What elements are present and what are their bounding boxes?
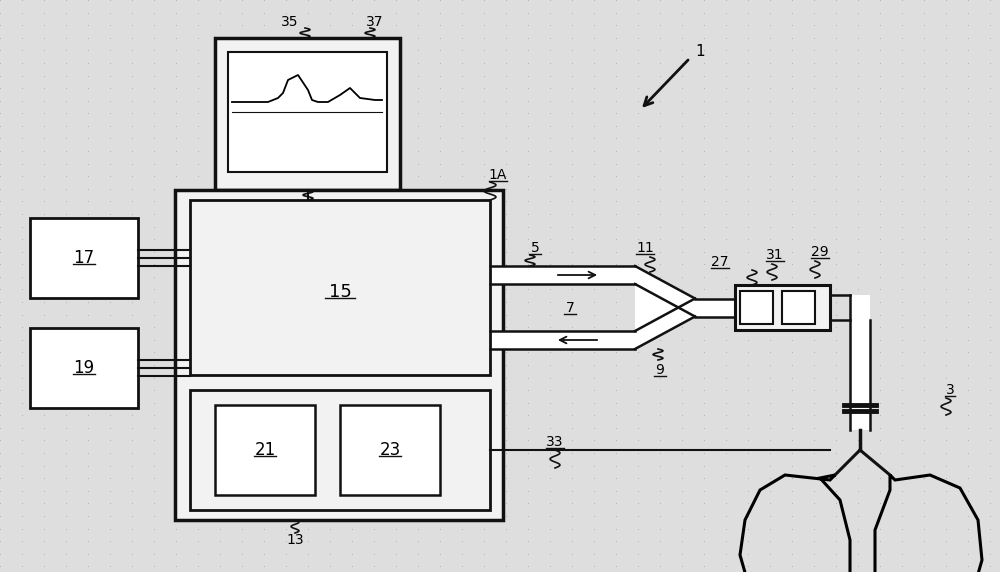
Text: 31: 31 [766, 248, 784, 262]
Text: 1: 1 [695, 45, 705, 59]
Text: 3: 3 [946, 383, 954, 397]
Bar [215, 38, 400, 190]
Bar [190, 390, 490, 510]
Bar [850, 295, 870, 430]
Text: 27: 27 [711, 255, 729, 269]
Bar [215, 405, 315, 495]
Bar [735, 285, 830, 330]
Bar [340, 405, 440, 495]
Text: 29: 29 [811, 245, 829, 259]
Text: 5: 5 [531, 241, 539, 255]
Text: 21: 21 [254, 441, 276, 459]
Bar [490, 331, 635, 349]
Bar [740, 291, 773, 324]
Bar [695, 299, 735, 316]
Text: 19: 19 [73, 359, 95, 377]
Text: 1A: 1A [489, 168, 507, 182]
Text: 37: 37 [366, 15, 384, 29]
Text: 17: 17 [73, 249, 95, 267]
Text: 23: 23 [379, 441, 401, 459]
Polygon shape [635, 266, 695, 349]
Bar [30, 218, 138, 298]
Bar [228, 52, 387, 172]
Text: 9: 9 [656, 363, 664, 377]
Text: 7: 7 [566, 301, 574, 315]
Text: 33: 33 [546, 435, 564, 449]
Bar [30, 328, 138, 408]
Bar [190, 200, 490, 375]
Text: 35: 35 [281, 15, 299, 29]
Bar [175, 190, 503, 520]
Text: 13: 13 [286, 533, 304, 547]
Bar [490, 266, 635, 284]
Bar [782, 291, 815, 324]
Text: 11: 11 [636, 241, 654, 255]
Text: 15: 15 [329, 283, 351, 301]
